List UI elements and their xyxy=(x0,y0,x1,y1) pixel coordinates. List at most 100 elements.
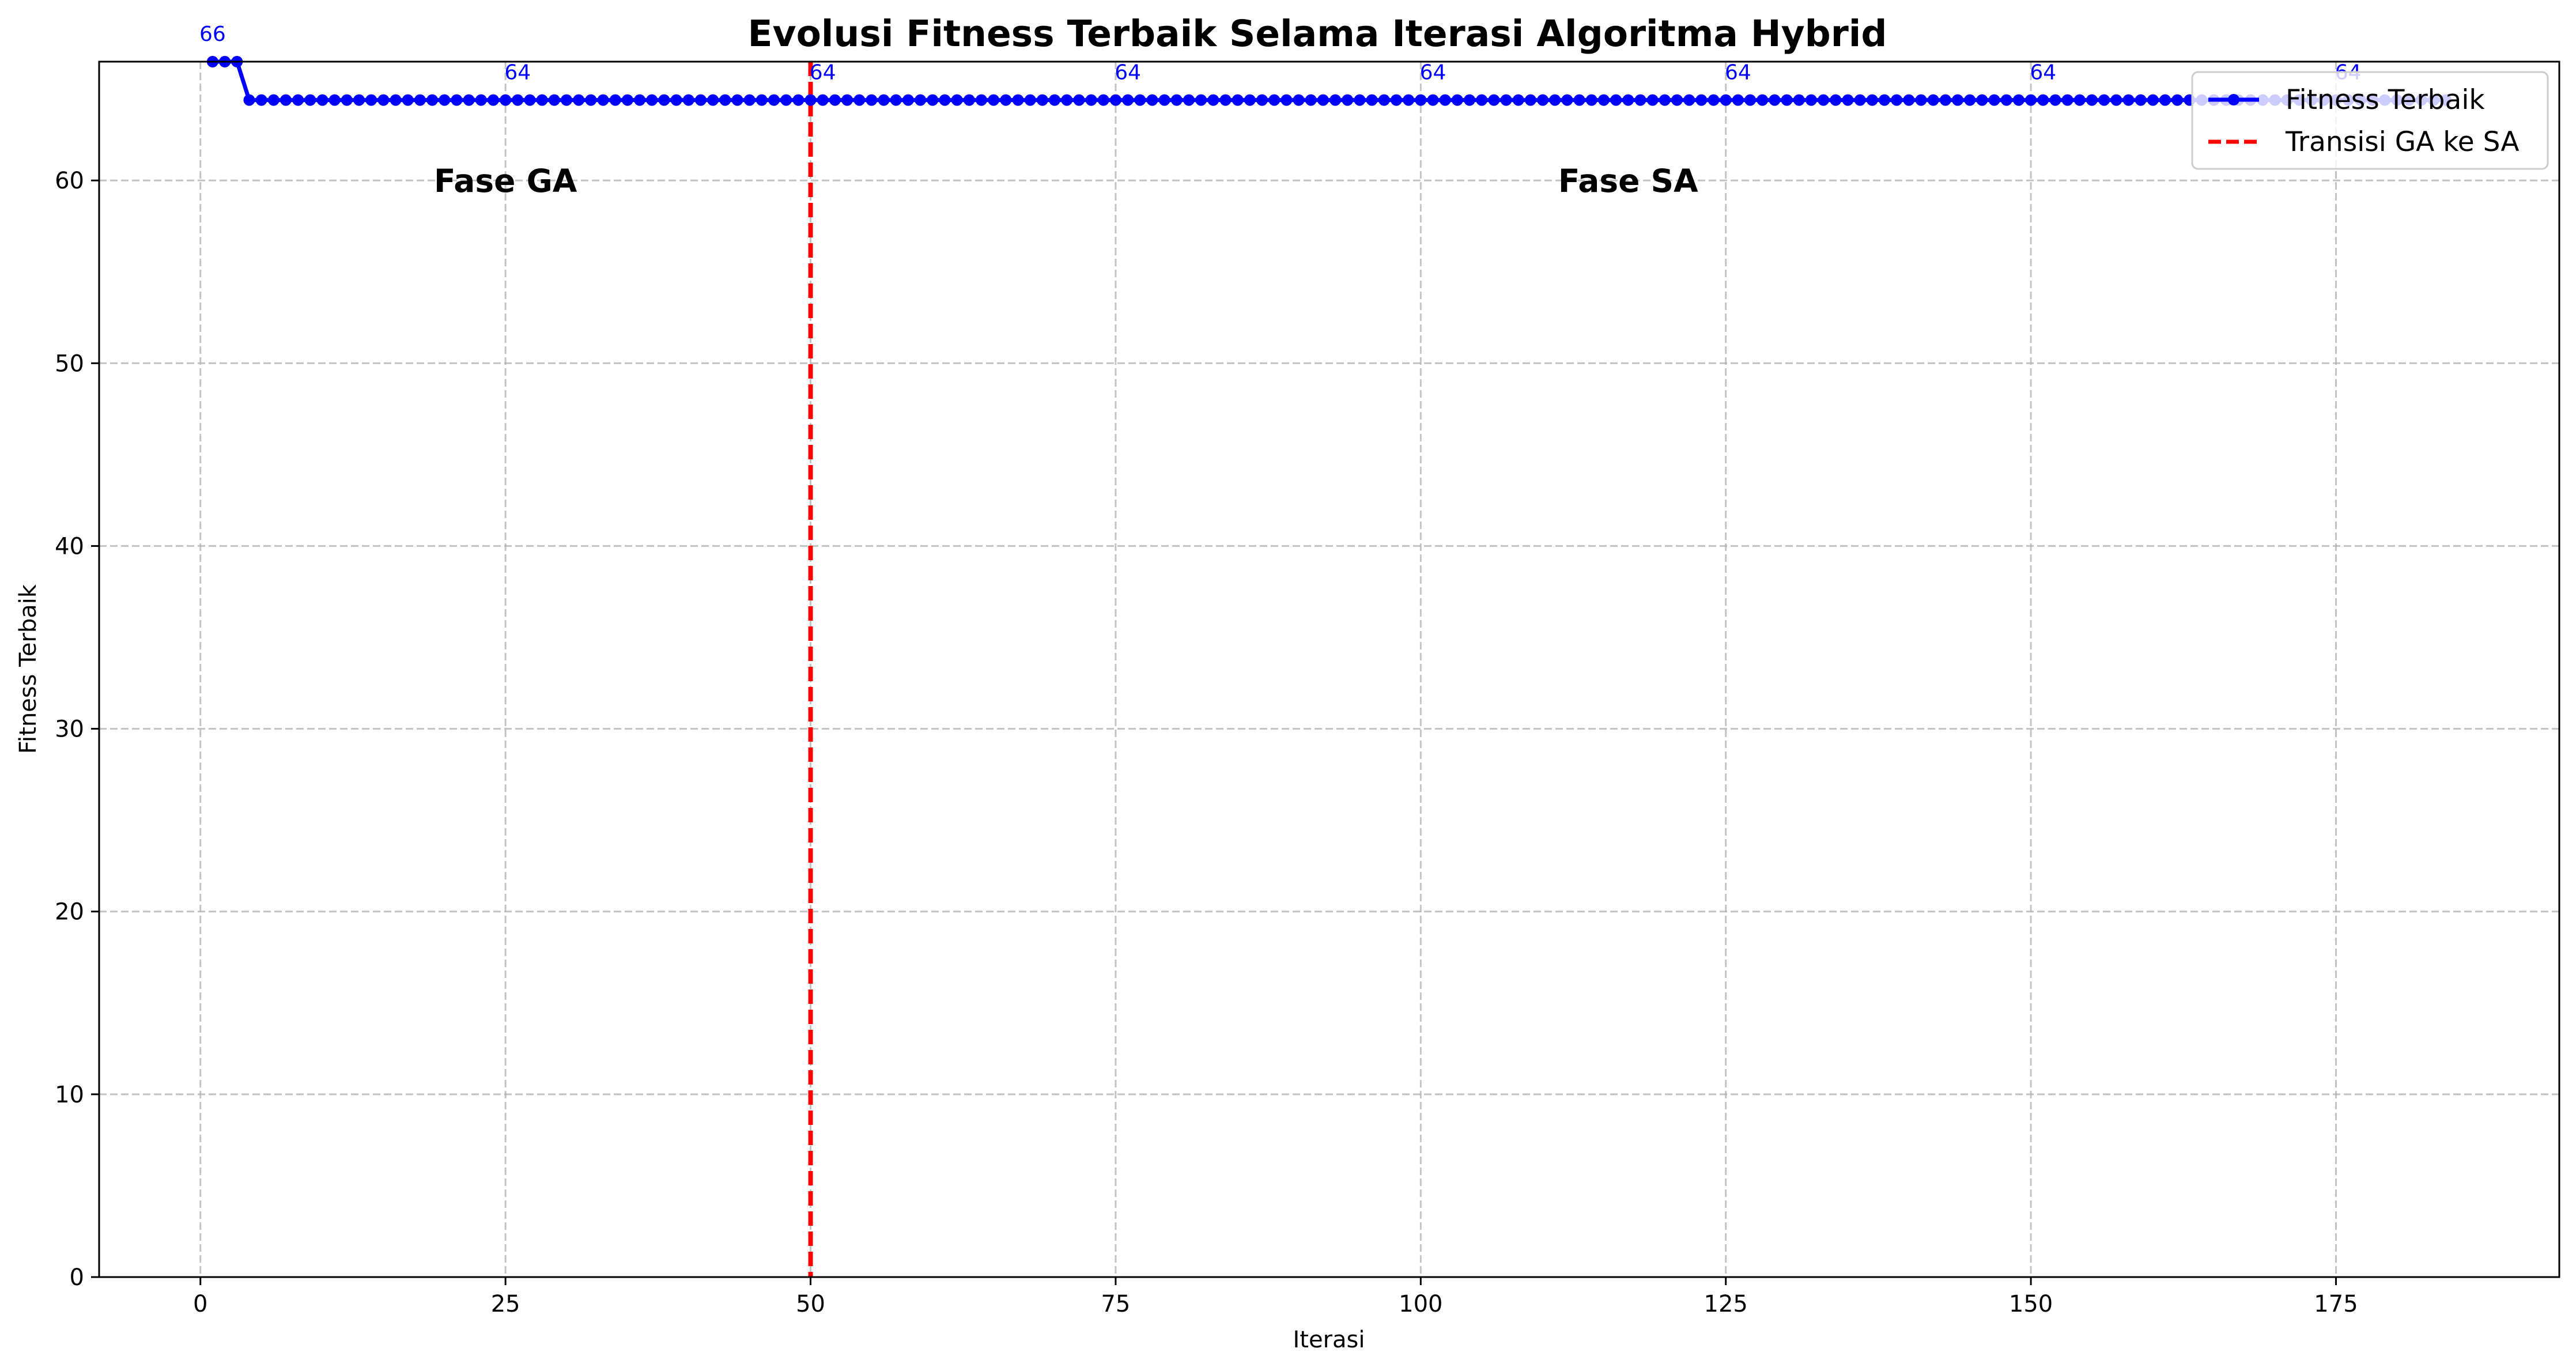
fitness-point xyxy=(1610,94,1622,106)
data-label: 64 xyxy=(810,61,836,85)
y-axis-label: Fitness Terbaik xyxy=(15,584,41,754)
fitness-point xyxy=(1488,94,1500,106)
data-label: 64 xyxy=(504,61,531,85)
fitness-point xyxy=(1073,94,1085,106)
fitness-point xyxy=(1781,94,1793,106)
fitness-point xyxy=(1158,94,1170,106)
fitness-point xyxy=(743,94,756,106)
fitness-point xyxy=(1464,94,1476,106)
fitness-point xyxy=(2000,94,2012,106)
fitness-point xyxy=(1720,94,1732,106)
fitness-point xyxy=(731,94,743,106)
fitness-point xyxy=(316,94,328,106)
fitness-point xyxy=(1097,94,1109,106)
plot-frame xyxy=(98,61,2560,1278)
fitness-point xyxy=(634,94,646,106)
fitness-point xyxy=(756,94,768,106)
fitness-point xyxy=(1024,94,1036,106)
data-label: 64 xyxy=(1115,61,1141,85)
fitness-point xyxy=(1049,94,1061,106)
fitness-point xyxy=(1842,94,1854,106)
fitness-point xyxy=(1939,94,1951,106)
fitness-point xyxy=(279,94,292,106)
fitness-point xyxy=(1757,94,1769,106)
fitness-point xyxy=(2061,94,2073,106)
fitness-point xyxy=(2012,94,2024,106)
fitness-point xyxy=(1561,94,1573,106)
x-tick-label: 175 xyxy=(2314,1291,2358,1317)
fitness-point xyxy=(609,94,621,106)
fitness-point xyxy=(1378,94,1390,106)
fitness-point xyxy=(1549,94,1561,106)
fitness-point xyxy=(719,94,731,106)
legend: Fitness Terbaik Transisi GA ke SA xyxy=(2191,71,2549,170)
fitness-point xyxy=(1281,94,1293,106)
x-tick-label: 25 xyxy=(491,1291,520,1317)
fitness-point xyxy=(1915,94,1927,106)
fitness-point xyxy=(561,94,573,106)
fitness-point xyxy=(780,94,792,106)
fitness-point xyxy=(1085,94,1097,106)
x-tick-label: 125 xyxy=(1704,1291,1748,1317)
fitness-point xyxy=(1634,94,1646,106)
fitness-point xyxy=(902,94,914,106)
fitness-point xyxy=(243,94,255,106)
fitness-point xyxy=(524,94,536,106)
fitness-point xyxy=(1597,94,1610,106)
fitness-point xyxy=(1354,94,1366,106)
x-tick-label: 100 xyxy=(1399,1291,1442,1317)
axis-ticks: 0 25 50 75 100 125 150 175 0 10 20 30 40 50 60 xyxy=(55,168,2358,1317)
fitness-point xyxy=(1195,94,1207,106)
fitness-point xyxy=(1170,94,1183,106)
fitness-point xyxy=(866,94,878,106)
fitness-point xyxy=(1342,94,1354,106)
fitness-point xyxy=(768,94,780,106)
fitness-point xyxy=(1866,94,1878,106)
y-tick-label: 50 xyxy=(55,350,84,377)
fitness-point xyxy=(1744,94,1757,106)
fitness-point xyxy=(353,94,365,106)
fitness-point xyxy=(1329,94,1342,106)
x-axis-label: Iterasi xyxy=(1293,1327,1365,1353)
fitness-point xyxy=(1476,94,1488,106)
fitness-point xyxy=(255,94,267,106)
fitness-point xyxy=(841,94,853,106)
fitness-point xyxy=(487,94,499,106)
fitness-point xyxy=(670,94,682,106)
fitness-point xyxy=(1427,94,1439,106)
fitness-point xyxy=(1512,94,1524,106)
fitness-point xyxy=(1927,94,1939,106)
fitness-point xyxy=(2159,94,2171,106)
fitness-point xyxy=(1232,94,1244,106)
fitness-point xyxy=(2049,94,2061,106)
fitness-point xyxy=(988,94,1000,106)
fitness-point xyxy=(646,94,658,106)
fitness-point xyxy=(267,94,279,106)
fitness-point xyxy=(1793,94,1805,106)
x-tick-label: 150 xyxy=(2009,1291,2053,1317)
fitness-point xyxy=(377,94,390,106)
fitness-line xyxy=(212,59,2446,103)
fitness-point xyxy=(1122,94,1134,106)
fitness-point xyxy=(1403,94,1415,106)
fitness-point xyxy=(1964,94,1976,106)
fitness-point xyxy=(1585,94,1597,106)
fitness-point xyxy=(1207,94,1219,106)
fitness-point xyxy=(1415,94,1427,106)
fitness-point xyxy=(1000,94,1012,106)
fitness-point xyxy=(1524,94,1536,106)
fitness-point xyxy=(1988,94,2000,106)
fitness-point xyxy=(2025,94,2037,106)
fitness-point xyxy=(1134,94,1146,106)
fitness-point xyxy=(463,94,475,106)
fitness-point xyxy=(573,94,585,106)
fitness-point xyxy=(426,94,439,106)
fitness-point xyxy=(1732,94,1744,106)
fitness-point xyxy=(1830,94,1842,106)
y-tick-label: 40 xyxy=(55,533,84,560)
fitness-point xyxy=(1683,94,1695,106)
fitness-point xyxy=(817,94,829,106)
fitness-point xyxy=(451,94,463,106)
fitness-point xyxy=(1976,94,1988,106)
